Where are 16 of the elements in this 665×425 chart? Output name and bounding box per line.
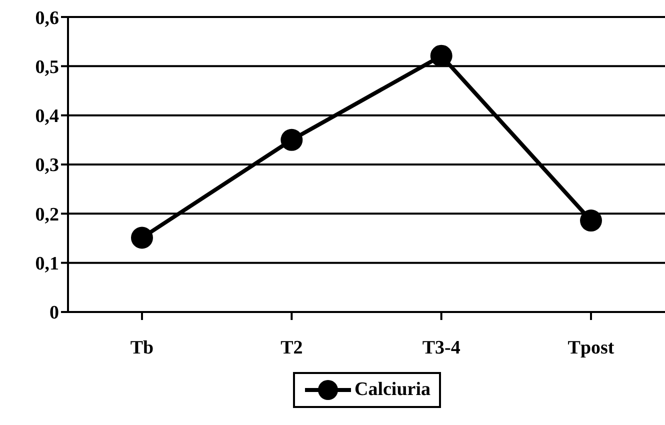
legend-label: Calciuria	[354, 379, 430, 401]
y-tick-label: 0,3	[35, 155, 59, 176]
y-tick-label: 0,5	[35, 56, 59, 78]
y-tick-label: 0,1	[35, 254, 59, 275]
point	[430, 44, 452, 67]
point	[131, 226, 153, 249]
x-tick-label: T3-4	[422, 337, 461, 358]
point	[280, 128, 303, 151]
x-tick-label: Tpost	[568, 337, 615, 358]
y-tick-label: 0,2	[35, 204, 59, 226]
x-tick-label: T2	[280, 337, 303, 358]
y-tick-label: 0	[50, 302, 59, 324]
y-tick-label: 0,6	[35, 8, 59, 29]
point	[580, 210, 602, 232]
y-tick-label: 0,4	[35, 106, 60, 128]
x-tick-label: Tb	[130, 337, 154, 358]
